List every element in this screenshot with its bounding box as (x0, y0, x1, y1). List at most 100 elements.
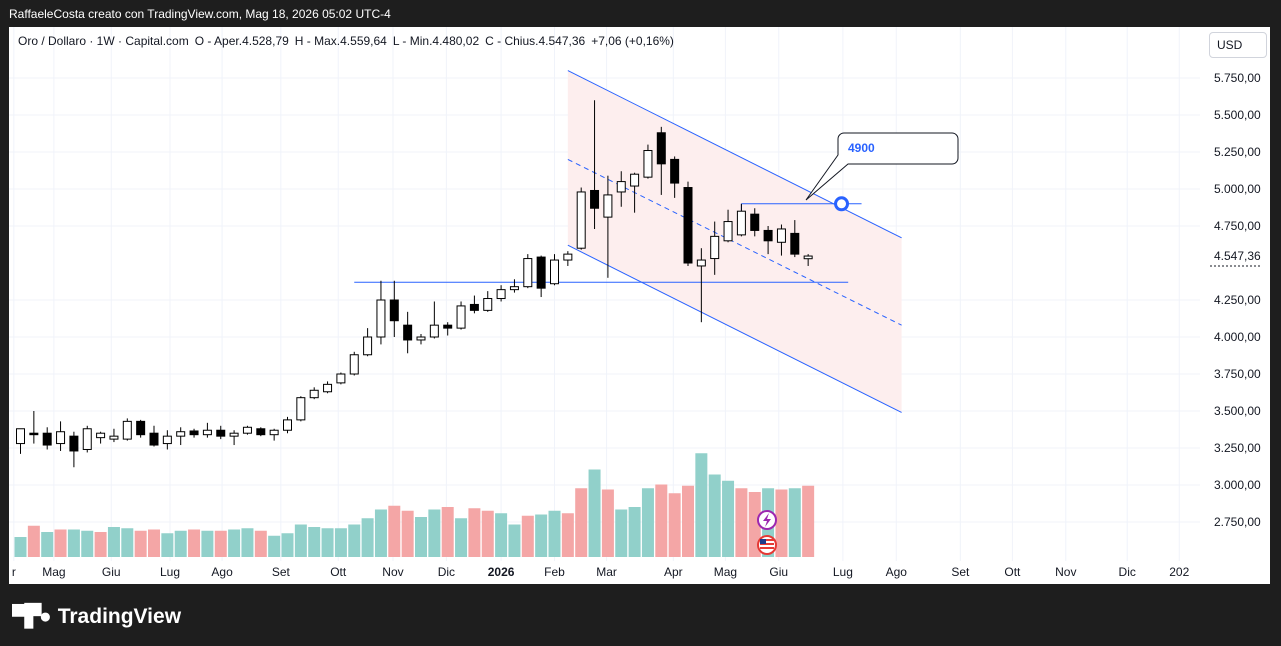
volume-bar (788, 488, 801, 557)
candle-body (96, 432, 106, 439)
y-tick-label: 3.250,00 (1214, 441, 1261, 455)
y-tick-label: 5.250,00 (1214, 145, 1261, 159)
volume-layer (14, 453, 815, 557)
candle-body (590, 189, 600, 209)
candle-body (750, 213, 760, 231)
candle-body (616, 181, 626, 193)
candle-body (576, 191, 586, 249)
lightning-icon[interactable] (757, 510, 777, 530)
volume-bar (588, 469, 601, 557)
volume-bar (495, 513, 508, 557)
y-tick-label: 3.000,00 (1214, 478, 1261, 492)
candle-body (189, 430, 199, 436)
y-tick-label: 3.500,00 (1214, 404, 1261, 418)
candle-body (603, 194, 613, 218)
volume-bar (655, 484, 668, 557)
volume-bar (481, 510, 494, 557)
volume-bar (214, 530, 227, 557)
volume-bar (695, 453, 708, 557)
volume-bar (575, 488, 588, 557)
candles-layer (16, 100, 813, 468)
volume-bar (548, 510, 561, 557)
attribution-text: RaffaeleCosta creato con TradingView.com… (9, 7, 391, 21)
x-tick-label: Set (951, 565, 970, 579)
volume-bar (268, 535, 281, 557)
x-tick-label: 2026 (488, 565, 515, 579)
volume-bar (455, 518, 468, 557)
volume-bar (228, 529, 241, 557)
volume-bar (802, 485, 815, 557)
candle-body (683, 187, 693, 264)
candle-body (643, 150, 653, 178)
x-tick-label: Apr (664, 565, 683, 579)
price-axis: 5.750,00 5.500,00 5.250,00 5.000,00 4.750,00… (1210, 71, 1262, 529)
candle-body (563, 253, 573, 261)
legend-high: H - Max.4.559,64 (294, 34, 387, 48)
y-tick-label: 5.000,00 (1214, 182, 1261, 196)
grid (9, 27, 1200, 561)
volume-bar (281, 533, 294, 557)
x-tick-label: Feb (544, 565, 565, 579)
volume-bar (508, 524, 521, 557)
volume-bar (54, 529, 67, 557)
volume-bar (107, 527, 120, 557)
volume-bar (361, 518, 374, 557)
volume-bar (428, 509, 441, 557)
candle-body (176, 431, 186, 437)
volume-bar (148, 529, 160, 557)
target-marker (834, 196, 850, 212)
candle-body (710, 235, 720, 260)
candle-body (269, 429, 279, 436)
x-tick-label: Nov (382, 565, 403, 579)
y-tick-label: 3.750,00 (1214, 367, 1261, 381)
us-flag-icon[interactable] (757, 535, 777, 555)
x-tick-label: Mar (596, 565, 617, 579)
trend-lines-layer (354, 70, 902, 413)
volume-bar (241, 528, 254, 557)
volume-bar (748, 492, 761, 557)
candle-body (162, 435, 172, 445)
volume-bar (134, 530, 147, 557)
candle-body (403, 324, 413, 341)
chart-legend: Oro / Dollaro · 1W · Capital.com O - Aper… (18, 34, 680, 48)
volume-bar (735, 488, 748, 557)
candle-body (416, 336, 426, 341)
legend-change: +7,06 (+0,16%) (591, 34, 674, 48)
currency-selector[interactable]: USD (1209, 32, 1267, 58)
x-tick-label: Giu (102, 565, 121, 579)
channel-upper-line (567, 70, 902, 239)
volume-bar (708, 474, 721, 557)
candle-body (229, 432, 239, 437)
y-tick-label: 5.750,00 (1214, 71, 1261, 85)
candle-body (790, 232, 800, 255)
volume-bar (174, 530, 187, 557)
volume-bar (561, 513, 574, 557)
x-tick-label: Dic (438, 565, 455, 579)
candle-body (429, 324, 439, 338)
volume-bar (41, 532, 54, 557)
channel-lower-line (567, 244, 902, 413)
candle-body (389, 299, 399, 322)
volume-bar (121, 528, 134, 557)
annotation-label: 4900 (848, 141, 875, 155)
x-tick-label: Nov (1055, 565, 1076, 579)
candle-body (296, 397, 306, 421)
tradingview-logo: ▀▛● TradingView (12, 604, 181, 629)
candle-body (509, 286, 519, 291)
candle-body (469, 303, 479, 311)
candle-body (630, 173, 640, 187)
candle-body (456, 305, 466, 329)
legend-open: O - Aper.4.528,79 (194, 34, 289, 48)
volume-bar (668, 493, 681, 557)
volume-bar (615, 509, 628, 557)
y-tick-label: 4.750,00 (1214, 219, 1261, 233)
candle-body (42, 432, 52, 446)
candle-body (56, 431, 66, 445)
candle-body (256, 428, 266, 436)
candle-body (696, 259, 706, 267)
candle-body (202, 429, 212, 436)
candle-body (723, 221, 733, 242)
x-tick-label: Giu (769, 565, 788, 579)
annotation-box (837, 132, 959, 165)
